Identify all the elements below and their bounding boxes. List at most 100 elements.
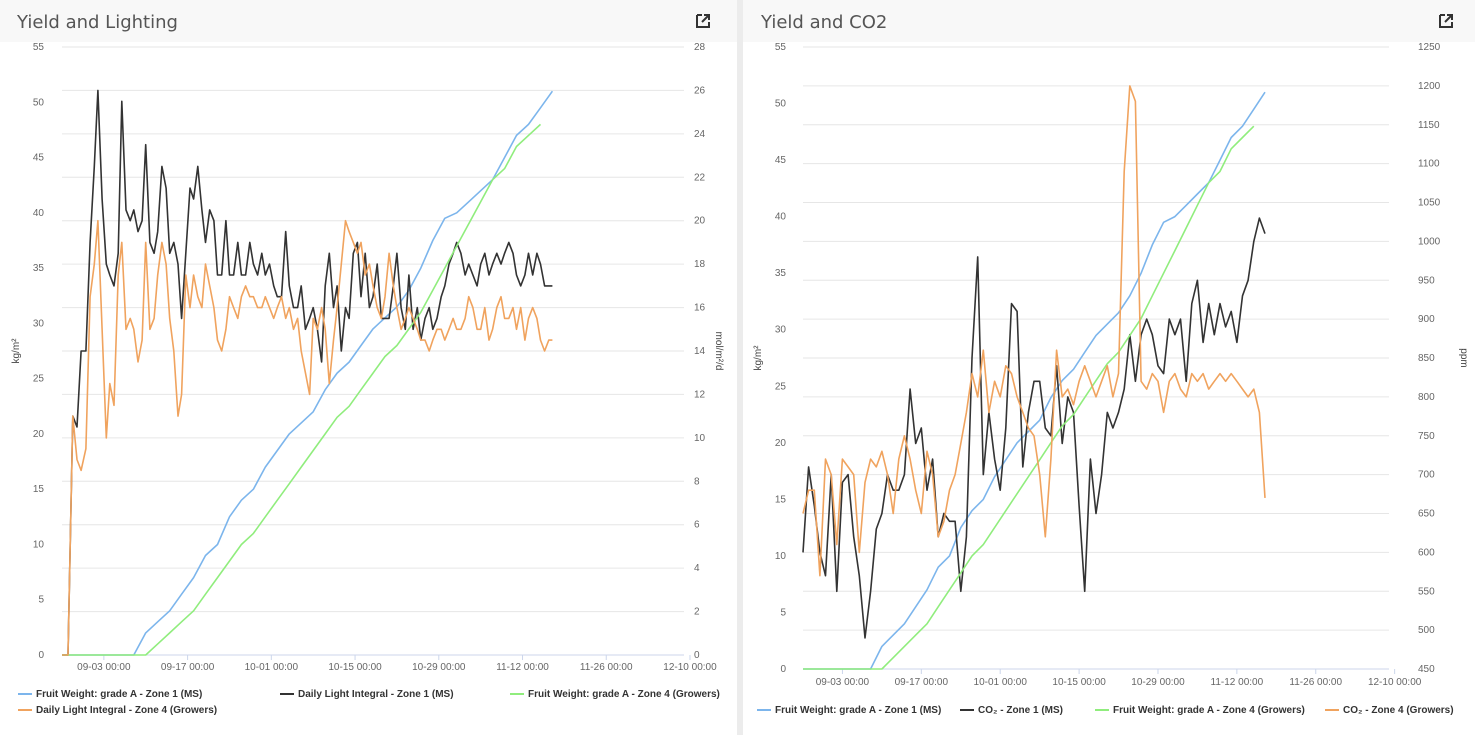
left-axis: 0 5 10 15 20 25 30 35 40 45 50 55 <box>775 42 787 675</box>
x-axis: 09-03 00:00 09-17 00:00 10-01 00:00 10-15 0… <box>816 669 1422 688</box>
y-left-tick-label: 45 <box>775 155 787 166</box>
y-right-tick-label: 14 <box>694 346 706 357</box>
y-right-tick-label: 800 <box>1418 392 1435 403</box>
x-tick-label: 11-12 00:00 <box>1211 677 1264 688</box>
yield-lighting-chart: 0510152025303540455055024681012141618202… <box>11 42 724 716</box>
legend-item: Fruit Weight: grade A - Zone 1 (MS) <box>775 705 941 716</box>
y-left-tick-label: 0 <box>38 650 44 661</box>
series-line-4 <box>62 219 553 656</box>
y-right-tick-label: 450 <box>1418 664 1435 675</box>
y-right-tick-label: 22 <box>694 172 706 183</box>
x-tick-label: 12-10 00:00 <box>663 662 717 673</box>
y-right-tick-label: 1250 <box>1418 42 1441 53</box>
legend-item: Fruit Weight: grade A - Zone 4 (Growers) <box>528 689 720 700</box>
x-tick-label: 10-29 00:00 <box>412 662 466 673</box>
x-tick-label: 09-17 00:00 <box>895 677 949 688</box>
series-line-1 <box>62 90 554 656</box>
y-right-tick-label: 950 <box>1418 275 1435 286</box>
y-right-tick-label: 8 <box>694 476 700 487</box>
legend-item: Daily Light Integral - Zone 1 (MS) <box>298 689 454 700</box>
y-left-axis-label: kg/m² <box>753 345 764 371</box>
y-right-tick-label: 12 <box>694 389 706 400</box>
y-right-tick-label: 1150 <box>1418 120 1440 131</box>
gridlines <box>803 46 1389 670</box>
y-right-tick-label: 1050 <box>1418 198 1441 209</box>
x-tick-label: 11-26 00:00 <box>580 662 633 673</box>
left-axis: 0 5 10 15 20 25 30 35 40 45 50 55 <box>33 42 45 661</box>
y-right-tick-label: 28 <box>694 42 706 53</box>
panel-divider <box>737 0 743 735</box>
y-left-tick-label: 0 <box>780 664 786 675</box>
y-right-tick-label: 2 <box>694 607 700 618</box>
y-right-tick-label: 850 <box>1418 353 1435 364</box>
x-tick-label: 10-15 00:00 <box>328 662 382 673</box>
series-line-4 <box>802 85 1266 577</box>
series-line-2 <box>802 217 1266 639</box>
legend-item: CO₂ - Zone 1 (MS) <box>978 705 1063 716</box>
y-left-tick-label: 5 <box>38 595 44 606</box>
series-line-1 <box>803 91 1266 670</box>
y-right-axis-label: mol/m²/d <box>713 332 724 371</box>
series-line-2 <box>62 89 553 656</box>
yield-co2-panel: Yield and CO2 0 5 10 15 20 25 30 35 40 45 50 55 450 5… <box>743 0 1475 735</box>
y-left-tick-label: 10 <box>33 539 45 550</box>
y-right-tick-label: 600 <box>1418 547 1435 558</box>
series-line-3 <box>62 123 542 656</box>
y-right-tick-label: 700 <box>1418 470 1435 481</box>
y-left-tick-label: 30 <box>775 325 787 336</box>
legend-item: Daily Light Integral - Zone 4 (Growers) <box>36 705 217 716</box>
x-tick-label: 10-01 00:00 <box>245 662 299 673</box>
x-tick-label: 09-03 00:00 <box>77 662 131 673</box>
series-line-3 <box>803 125 1255 670</box>
y-left-tick-label: 20 <box>775 438 787 449</box>
panel-header: Yield and CO2 <box>743 0 1475 42</box>
y-left-tick-label: 45 <box>33 153 45 164</box>
x-tick-label: 12-10 00:00 <box>1368 677 1422 688</box>
y-right-tick-label: 24 <box>694 129 706 140</box>
right-axis: 450 500 550 600 650 700 750 800 850 900 950 1000 105… <box>1418 42 1441 675</box>
x-tick-label: 09-17 00:00 <box>161 662 215 673</box>
y-right-tick-label: 1200 <box>1418 81 1441 92</box>
x-tick-label: 11-26 00:00 <box>1289 677 1342 688</box>
panel-header: Yield and Lighting <box>0 0 737 42</box>
y-right-tick-label: 0 <box>694 650 700 661</box>
y-left-tick-label: 55 <box>33 42 45 53</box>
x-tick-label: 10-01 00:00 <box>974 677 1028 688</box>
y-right-tick-label: 26 <box>694 85 706 96</box>
y-left-tick-label: 50 <box>33 97 45 108</box>
y-left-tick-label: 5 <box>780 607 786 618</box>
y-left-axis-label: kg/m² <box>11 338 22 364</box>
y-right-tick-label: 18 <box>694 259 706 270</box>
y-left-tick-label: 15 <box>33 484 45 495</box>
y-left-tick-label: 55 <box>775 42 787 53</box>
x-axis: 09-03 00:00 09-17 00:00 10-01 00:00 10-15 0… <box>77 655 717 673</box>
x-tick-label: 10-15 00:00 <box>1052 677 1106 688</box>
external-link-icon[interactable] <box>694 12 712 30</box>
gridlines <box>62 46 684 656</box>
legend: Fruit Weight: grade A - Zone 1 (MS) Daily… <box>18 689 720 716</box>
external-link-icon[interactable] <box>1437 12 1455 30</box>
y-left-tick-label: 35 <box>33 263 45 274</box>
y-right-tick-label: 6 <box>694 520 700 531</box>
yield-lighting-panel: Yield and Lighting 0 5 10 15 20 25 30 35 40 45 50 5… <box>0 0 737 735</box>
y-right-tick-label: 20 <box>694 216 706 227</box>
y-right-tick-label: 16 <box>694 303 706 314</box>
x-tick-label: 11-12 00:00 <box>496 662 549 673</box>
legend-item: CO₂ - Zone 4 (Growers) <box>1343 705 1454 716</box>
y-right-tick-label: 900 <box>1418 314 1435 325</box>
y-right-tick-label: 750 <box>1418 431 1435 442</box>
y-left-tick-label: 35 <box>775 268 787 279</box>
y-left-tick-label: 15 <box>775 494 787 505</box>
y-right-tick-label: 1100 <box>1418 159 1440 170</box>
legend-item: Fruit Weight: grade A - Zone 1 (MS) <box>36 689 202 700</box>
y-right-tick-label: 650 <box>1418 509 1435 520</box>
legend: Fruit Weight: grade A - Zone 1 (MS) CO₂ -… <box>757 705 1454 716</box>
y-right-tick-label: 550 <box>1418 586 1435 597</box>
y-right-axis-label: ppm <box>1458 348 1469 367</box>
y-right-tick-label: 1000 <box>1418 236 1441 247</box>
y-left-tick-label: 20 <box>33 429 45 440</box>
y-left-tick-label: 30 <box>33 318 45 329</box>
panel-title: Yield and Lighting <box>17 12 178 33</box>
y-right-tick-label: 4 <box>694 563 700 574</box>
